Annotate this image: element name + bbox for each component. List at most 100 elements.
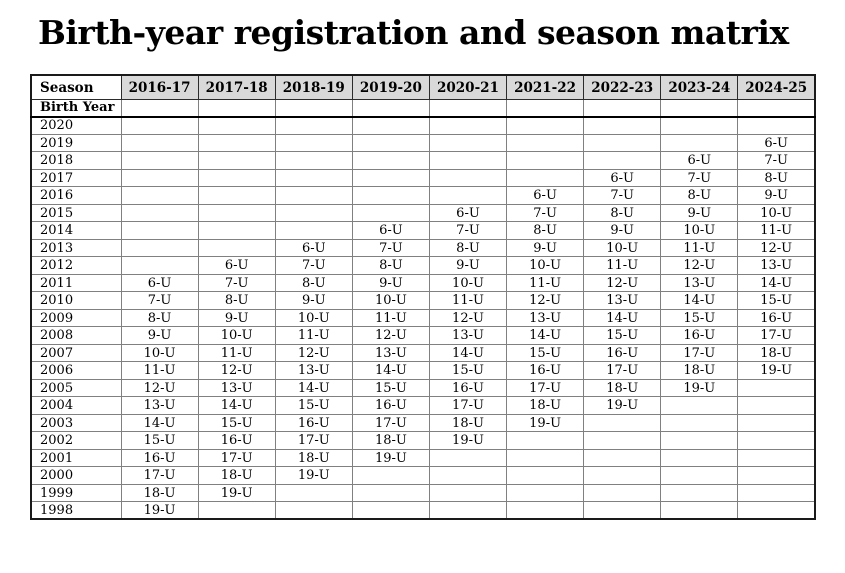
matrix-cell: 6-U [583,168,662,188]
birth-year-cell-2004: 2004 [30,396,122,415]
matrix-cell: 6-U [660,151,739,170]
matrix-cell [506,501,585,520]
matrix-cell: 8-U [660,186,739,205]
matrix-cell: 15-U [506,343,585,363]
matrix-cell: 9-U [506,238,585,258]
matrix-cell: 16-U [737,308,816,328]
matrix-cell: 11-U [583,256,662,275]
matrix-cell [506,133,585,153]
birth-year-cell-2006: 2006 [30,361,122,380]
matrix-cell [660,133,739,153]
matrix-cell [583,116,662,135]
matrix-cell: 18-U [274,448,353,468]
matrix-cell: 7-U [737,151,816,170]
matrix-cell [428,116,508,135]
table-row-2001: 2001 16-U 17-U 18-U 19-U [30,448,816,468]
birth-year-cell-2007: 2007 [30,343,122,363]
matrix-cell [737,483,816,503]
matrix-cell [506,98,585,118]
matrix-cell: 17-U [660,343,739,363]
birth-year-cell-2016: 2016 [30,186,122,205]
matrix-cell: 17-U [583,361,662,380]
matrix-cell [660,396,739,415]
table-row-2002: 2002 15-U 16-U 17-U 18-U 19-U [30,431,816,450]
matrix-cell: 11-U [506,273,585,293]
matrix-cell [660,466,739,485]
matrix-cell [351,186,430,205]
matrix-cell [120,116,199,135]
season-header-2024-25: 2024-25 [737,74,816,100]
matrix-cell [120,151,199,170]
matrix-cell: 17-U [274,431,353,450]
matrix-cell [506,448,585,468]
matrix-cell [428,98,508,118]
matrix-cell [120,203,199,223]
matrix-cell: 8-U [506,221,585,240]
matrix-cell: 19-U [351,448,430,468]
matrix-cell: 6-U [197,256,276,275]
birth-year-cell-2011: 2011 [30,273,122,293]
matrix-cell [506,466,585,485]
birth-year-cell-2019: 2019 [30,133,122,153]
matrix-cell: 12-U [737,238,816,258]
matrix-cell [274,133,353,153]
matrix-cell: 19-U [274,466,353,485]
table-row-2020: 2020 [30,116,816,135]
matrix-cell [583,483,662,503]
matrix-cell: 16-U [583,343,662,363]
matrix-cell [737,448,816,468]
matrix-cell [583,98,662,118]
matrix-cell: 18-U [506,396,585,415]
birth-year-label-row: Birth Year [30,98,816,118]
matrix-cell [737,413,816,433]
season-header-2023-24: 2023-24 [660,74,739,100]
table-row-2011: 2011 6-U 7-U 8-U 9-U 10-U 11-U 12-U 13-U 14-U [30,273,816,293]
matrix-cell: 18-U [351,431,430,450]
matrix-cell [351,501,430,520]
birth-year-cell-2020: 2020 [30,116,122,135]
matrix-cell [274,151,353,170]
matrix-cell: 16-U [351,396,430,415]
season-header-2020-21: 2020-21 [428,74,508,100]
matrix-cell: 10-U [660,221,739,240]
matrix-cell: 17-U [351,413,430,433]
matrix-cell: 12-U [660,256,739,275]
season-header-2019-20: 2019-20 [351,74,430,100]
matrix-cell: 10-U [583,238,662,258]
matrix-cell: 13-U [120,396,199,415]
matrix-cell: 12-U [428,308,508,328]
matrix-cell: 15-U [197,413,276,433]
matrix-cell [120,98,199,118]
birth-year-cell-2017: 2017 [30,168,122,188]
matrix-cell: 18-U [120,483,199,503]
matrix-cell: 13-U [428,326,508,345]
matrix-cell: 19-U [197,483,276,503]
birth-year-cell-2010: 2010 [30,291,122,310]
matrix-cell [120,186,199,205]
matrix-cell: 16-U [506,361,585,380]
matrix-cell: 7-U [506,203,585,223]
matrix-cell: 6-U [120,273,199,293]
matrix-cell: 6-U [351,221,430,240]
matrix-cell: 12-U [197,361,276,380]
birth-year-cell-2015: 2015 [30,203,122,223]
matrix-cell: 7-U [660,168,739,188]
table-row-2015: 2015 6-U 7-U 8-U 9-U 10-U [30,203,816,223]
matrix-cell: 14-U [737,273,816,293]
matrix-cell [120,168,199,188]
matrix-cell: 7-U [120,291,199,310]
matrix-cell: 14-U [506,326,585,345]
table-row-2017: 2017 6-U 7-U 8-U [30,168,816,188]
matrix-cell [197,238,276,258]
matrix-cell [583,151,662,170]
matrix-cell: 14-U [660,291,739,310]
matrix-cell [428,133,508,153]
matrix-cell: 14-U [583,308,662,328]
matrix-cell [506,116,585,135]
matrix-cell: 11-U [274,326,353,345]
matrix-cell [428,151,508,170]
page-title: Birth-year registration and season matri… [38,13,789,52]
matrix-cell [351,133,430,153]
matrix-cell: 8-U [428,238,508,258]
season-header-2018-19: 2018-19 [274,74,353,100]
